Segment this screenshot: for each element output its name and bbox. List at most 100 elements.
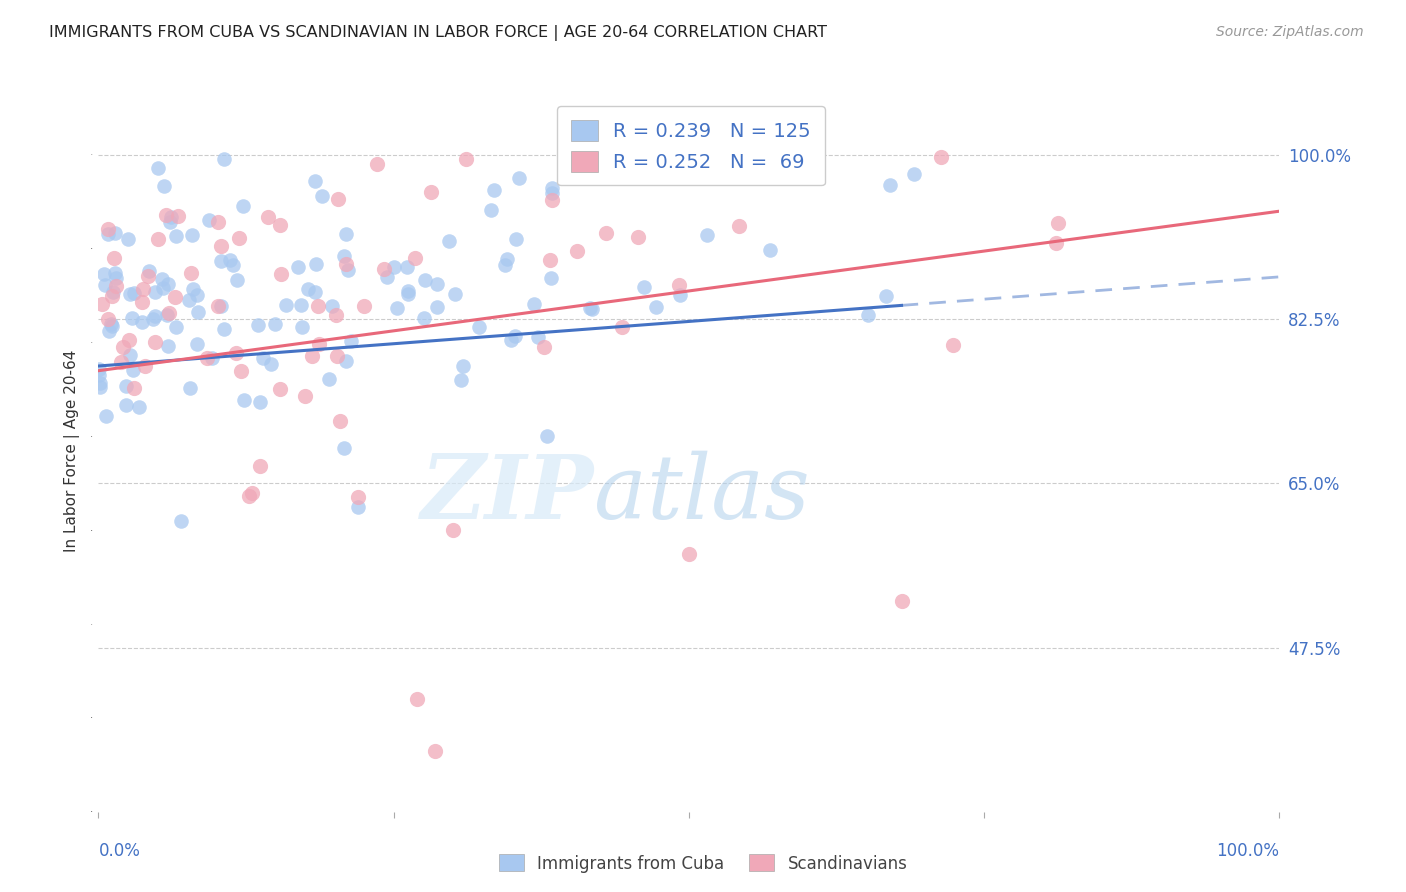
- Point: [97, 312, 120, 326]
- Point: [942, 338, 965, 352]
- Point: [93, 267, 115, 281]
- Point: [269, 218, 291, 232]
- Point: [1046, 216, 1069, 230]
- Point: [157, 277, 180, 291]
- Point: [121, 311, 143, 326]
- Point: [122, 285, 145, 300]
- Text: atlas: atlas: [595, 450, 810, 537]
- Point: [138, 263, 160, 277]
- Point: [94, 277, 117, 292]
- Point: [89, 379, 111, 393]
- Point: [404, 252, 426, 266]
- Point: [307, 299, 329, 313]
- Point: [181, 282, 204, 296]
- Point: [163, 290, 186, 304]
- Point: [297, 282, 319, 296]
- Point: [218, 252, 240, 267]
- Point: [332, 249, 354, 263]
- Point: [437, 234, 460, 248]
- Point: [225, 345, 247, 359]
- Point: [523, 297, 546, 311]
- Point: [214, 322, 236, 336]
- Point: [131, 294, 153, 309]
- Point: [484, 183, 506, 197]
- Point: [152, 281, 174, 295]
- Point: [451, 359, 474, 373]
- Point: [146, 161, 169, 176]
- Point: [269, 383, 291, 397]
- Point: [97, 324, 120, 338]
- Point: [335, 227, 357, 241]
- Point: [100, 318, 122, 333]
- Point: [644, 300, 666, 314]
- Point: [132, 282, 155, 296]
- Point: [103, 285, 125, 299]
- Point: [160, 211, 183, 225]
- Point: [311, 189, 333, 203]
- Point: [170, 514, 193, 528]
- Point: [101, 289, 124, 303]
- Point: [104, 267, 127, 281]
- Point: [114, 379, 136, 393]
- Point: [581, 302, 603, 317]
- Point: [499, 333, 522, 347]
- Point: [627, 229, 650, 244]
- Point: [155, 208, 177, 222]
- Point: [595, 226, 617, 240]
- Point: [579, 301, 602, 316]
- Point: [335, 257, 357, 271]
- Point: [167, 209, 190, 223]
- Point: [347, 491, 370, 505]
- Point: [138, 268, 160, 283]
- Point: [90, 297, 112, 311]
- Point: [122, 380, 145, 394]
- Point: [441, 523, 464, 537]
- Point: [232, 393, 254, 408]
- Point: [856, 308, 879, 322]
- Point: [565, 244, 588, 258]
- Point: [152, 178, 174, 193]
- Point: [304, 285, 326, 300]
- Text: ZIP: ZIP: [420, 450, 595, 537]
- Point: [111, 340, 134, 354]
- Point: [326, 349, 349, 363]
- Point: [325, 309, 347, 323]
- Point: [413, 310, 436, 325]
- Point: [668, 277, 690, 292]
- Point: [117, 231, 139, 245]
- Point: [131, 315, 153, 329]
- Point: [321, 299, 343, 313]
- Point: [610, 319, 633, 334]
- Point: [456, 153, 478, 167]
- Point: [100, 317, 122, 331]
- Point: [165, 229, 187, 244]
- Point: [623, 148, 645, 162]
- Point: [329, 414, 352, 428]
- Point: [294, 389, 316, 403]
- Point: [538, 252, 561, 267]
- Point: [143, 309, 166, 323]
- Point: [396, 285, 419, 299]
- Point: [678, 547, 700, 561]
- Point: [97, 221, 120, 235]
- Point: [207, 215, 229, 229]
- Point: [263, 318, 285, 332]
- Point: [97, 227, 120, 241]
- Point: [318, 372, 340, 386]
- Point: [931, 150, 953, 164]
- Point: [301, 349, 323, 363]
- Point: [890, 593, 912, 607]
- Point: [249, 458, 271, 473]
- Point: [375, 269, 398, 284]
- Legend: Immigrants from Cuba, Scandinavians: Immigrants from Cuba, Scandinavians: [492, 847, 914, 880]
- Point: [633, 279, 655, 293]
- Point: [903, 167, 925, 181]
- Point: [156, 308, 179, 322]
- Text: 100.0%: 100.0%: [1216, 842, 1279, 860]
- Legend: R = 0.239   N = 125, R = 0.252   N =  69: R = 0.239 N = 125, R = 0.252 N = 69: [557, 106, 824, 186]
- Point: [527, 329, 550, 343]
- Point: [340, 334, 363, 348]
- Point: [387, 301, 409, 315]
- Point: [290, 298, 312, 312]
- Point: [423, 744, 446, 758]
